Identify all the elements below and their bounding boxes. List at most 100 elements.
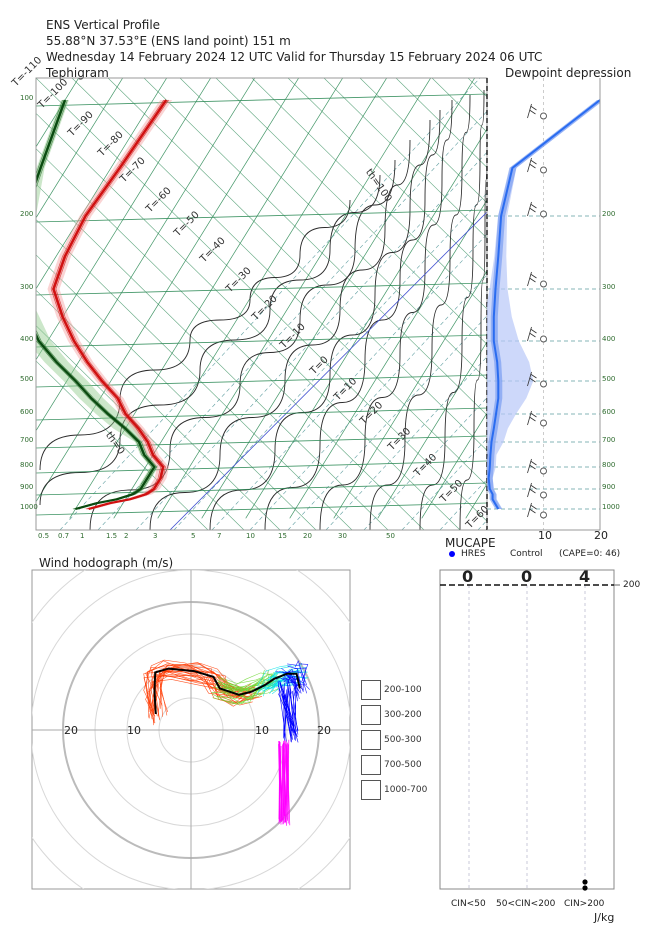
dd-level-marker bbox=[540, 112, 547, 120]
wind-barb bbox=[527, 157, 537, 173]
dd-pressure-tick-label: 900 bbox=[602, 483, 616, 491]
mixing-ratio-tick-label: 20 bbox=[303, 532, 312, 540]
dewpoint-line bbox=[36, 99, 156, 511]
hodo-member-layer-2 bbox=[257, 664, 292, 687]
legend-label-300-200: 300-200 bbox=[384, 710, 422, 720]
dry-adiabat-line bbox=[36, 78, 487, 522]
wind-barb bbox=[527, 371, 537, 387]
mixing-ratio-line bbox=[287, 315, 487, 530]
dry-adiabat-line bbox=[36, 254, 317, 530]
mixing-ratio-line bbox=[439, 478, 487, 530]
saturated-adiabat-6 bbox=[319, 99, 453, 530]
dd-pressure-tick-label: 500 bbox=[602, 375, 616, 383]
dd-line bbox=[487, 99, 600, 510]
dd-level-marker bbox=[540, 335, 547, 343]
isotherm-line bbox=[36, 78, 256, 432]
hodo-member-layer-3 bbox=[294, 660, 306, 682]
legend-swatch-300-200 bbox=[361, 705, 381, 725]
hodo-member-300-200 bbox=[289, 684, 295, 734]
wind-barb bbox=[527, 326, 537, 342]
isobar-100 bbox=[36, 93, 487, 107]
legend-label-700-500: 700-500 bbox=[384, 760, 422, 770]
mucape-point-1 bbox=[582, 879, 588, 885]
legend-swatch-1000-700 bbox=[361, 780, 381, 800]
mixing-ratio-tick-label: 1.5 bbox=[106, 532, 118, 540]
hodo-member-300-200 bbox=[285, 693, 294, 736]
dry-adiabat-line bbox=[36, 360, 209, 530]
legend-swatch-200-100 bbox=[361, 680, 381, 700]
wind-barb bbox=[527, 271, 537, 287]
dd-pressure-tick-label: 600 bbox=[602, 408, 616, 416]
wind-barb bbox=[527, 502, 537, 518]
mixing-ratio-line bbox=[211, 233, 487, 530]
dd-level-marker bbox=[540, 419, 547, 427]
dd-level-marker bbox=[540, 210, 547, 218]
saturated-adiabat-1 bbox=[39, 174, 381, 506]
tephigram-label: Tephigram bbox=[46, 66, 109, 80]
hodo-member-300-200 bbox=[279, 680, 297, 732]
dd-level-marker bbox=[540, 491, 547, 499]
isobar-700 bbox=[36, 435, 487, 449]
dry-adiabat-line bbox=[540, 78, 650, 530]
dd-level-marker bbox=[540, 467, 547, 475]
dry-adiabat-line bbox=[143, 78, 487, 416]
legend-label-1000-700: 1000-700 bbox=[384, 785, 428, 795]
hres-legend-marker bbox=[449, 551, 455, 557]
hodo-member-300-200 bbox=[278, 685, 296, 733]
hodo-member-layer-3 bbox=[287, 665, 302, 688]
dry-adiabat-line bbox=[612, 78, 650, 530]
legend-label-200-100: 200-100 bbox=[384, 685, 422, 695]
mucape-x-unit: J/kg bbox=[594, 911, 615, 924]
dd-profile bbox=[487, 99, 600, 510]
wind-barb bbox=[527, 410, 537, 426]
isotherm-line bbox=[421, 412, 487, 519]
hres-legend-label: HRES bbox=[461, 549, 486, 559]
saturated-adiabat-4 bbox=[209, 119, 431, 530]
isotherm-line bbox=[113, 78, 388, 519]
mixing-ratio-tick-label: 0.7 bbox=[58, 532, 70, 540]
hodo-member-200-100 bbox=[282, 740, 285, 821]
hodo-member-layer-3 bbox=[283, 677, 301, 693]
hodo-member-200-100 bbox=[278, 745, 282, 824]
dry-adiabat-line bbox=[215, 78, 487, 345]
dd-pressure-tick-label: 700 bbox=[602, 436, 616, 444]
legend-swatch-500-300 bbox=[361, 730, 381, 750]
dd-pressure-tick-label: 800 bbox=[602, 461, 616, 469]
saturated-adiabat-3 bbox=[149, 139, 411, 530]
mixing-ratio-tick-label: 15 bbox=[278, 532, 287, 540]
temperature-member bbox=[50, 99, 165, 510]
mucape-panel bbox=[439, 551, 620, 891]
hodo-member-200-100 bbox=[281, 742, 284, 821]
tephigram-grid bbox=[36, 78, 650, 530]
mixing-ratio-tick-label: 1 bbox=[80, 532, 85, 540]
hodo-ring-label-1: 20 bbox=[64, 724, 78, 737]
pressure-tick-label: 200 bbox=[20, 210, 34, 218]
saturated-adiabat-0 bbox=[39, 199, 351, 471]
hodograph-title: Wind hodograph (m/s) bbox=[39, 556, 174, 570]
isotherm-line bbox=[157, 78, 432, 519]
wind-barb bbox=[527, 482, 537, 498]
mucape-count-2: 0 bbox=[521, 567, 533, 586]
dd-pressure-tick-label: 300 bbox=[602, 283, 616, 291]
temperature-line bbox=[52, 99, 168, 511]
pressure-tick-label: 500 bbox=[20, 375, 34, 383]
saturated-adiabat-2 bbox=[89, 159, 396, 530]
isobar-300 bbox=[36, 282, 487, 296]
tephigram-panel bbox=[35, 77, 650, 531]
dewpoint-member bbox=[36, 99, 154, 510]
dewpoint-depression-label: Dewpoint depression bbox=[505, 66, 632, 80]
mucape-y-tick-label: 200 bbox=[623, 580, 641, 590]
hodo-member-300-200 bbox=[281, 694, 293, 740]
mucape-count-3: 4 bbox=[579, 567, 591, 586]
dd-level-marker bbox=[540, 511, 547, 519]
hodo-member-layer-2 bbox=[261, 679, 292, 690]
dd-pressure-tick-label: 1000 bbox=[602, 503, 620, 511]
mixing-ratio-line bbox=[173, 192, 487, 530]
isotherm-line bbox=[36, 78, 212, 361]
mixing-ratio-tick-label: 7 bbox=[217, 532, 222, 540]
hodo-member-300-200 bbox=[277, 680, 287, 742]
hodograph-grid bbox=[32, 570, 350, 889]
control-legend-label: Control bbox=[510, 549, 543, 559]
mixing-ratio-tick-label: 3 bbox=[153, 532, 158, 540]
